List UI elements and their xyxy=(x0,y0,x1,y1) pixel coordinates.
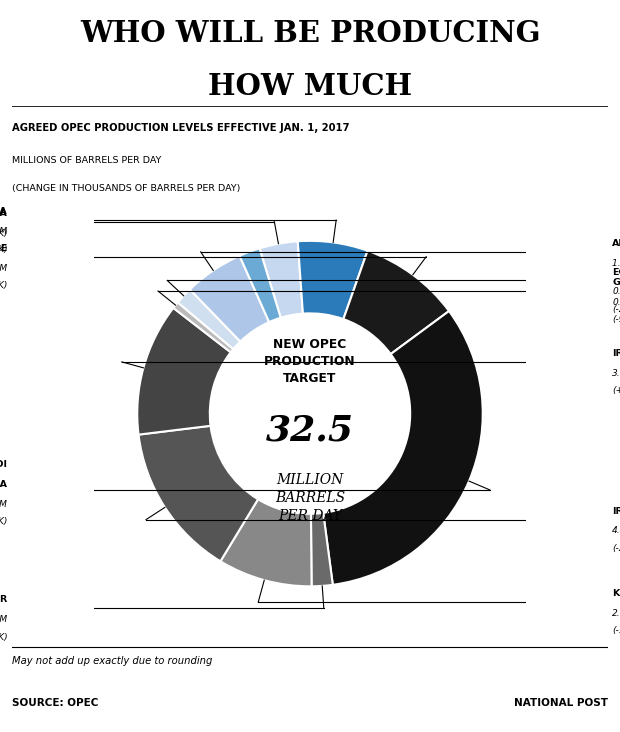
Wedge shape xyxy=(260,242,303,318)
Text: ECUADOR: ECUADOR xyxy=(613,267,620,277)
Text: 2.0M: 2.0M xyxy=(0,227,7,236)
Text: ALGERIA: ALGERIA xyxy=(0,209,7,217)
Text: 32.5: 32.5 xyxy=(266,414,354,448)
Text: 0.2M: 0.2M xyxy=(613,298,620,307)
Text: (-139K): (-139K) xyxy=(0,281,7,290)
Wedge shape xyxy=(298,241,368,319)
Text: HOW MUCH: HOW MUCH xyxy=(208,72,412,101)
Wedge shape xyxy=(323,311,483,585)
Text: SOURCE: OPEC: SOURCE: OPEC xyxy=(12,698,99,708)
Text: ANGOLA: ANGOLA xyxy=(613,239,620,248)
Text: IRAQ: IRAQ xyxy=(613,507,620,515)
Text: UAE: UAE xyxy=(0,244,7,253)
Wedge shape xyxy=(343,250,449,354)
Text: QATAR: QATAR xyxy=(0,595,7,605)
Text: (-131K): (-131K) xyxy=(613,627,620,635)
Text: MILLIONS OF BARRELS PER DAY: MILLIONS OF BARRELS PER DAY xyxy=(12,156,162,165)
Text: ARABIA: ARABIA xyxy=(0,480,7,489)
Wedge shape xyxy=(239,248,281,322)
Text: (-95K): (-95K) xyxy=(0,244,7,253)
Text: 1.7M (-80K): 1.7M (-80K) xyxy=(613,259,620,268)
Text: (-26K): (-26K) xyxy=(613,305,620,314)
Text: VENEZUELA: VENEZUELA xyxy=(0,207,7,216)
Text: 0.6M: 0.6M xyxy=(0,615,7,624)
Text: KUWAIT: KUWAIT xyxy=(613,589,620,598)
Text: GABON: GABON xyxy=(613,278,620,287)
Wedge shape xyxy=(190,256,269,342)
Text: 1.1M (-50K): 1.1M (-50K) xyxy=(0,228,7,238)
Text: 10.1M: 10.1M xyxy=(0,500,7,509)
Text: NATIONAL POST: NATIONAL POST xyxy=(513,698,608,708)
Text: WHO WILL BE PRODUCING: WHO WILL BE PRODUCING xyxy=(80,19,540,48)
Text: (+90K): (+90K) xyxy=(613,386,620,395)
Wedge shape xyxy=(178,289,241,349)
Wedge shape xyxy=(138,426,258,561)
Text: (-486K): (-486K) xyxy=(0,518,7,526)
Text: SAUDI: SAUDI xyxy=(0,460,7,469)
Text: 2.9M: 2.9M xyxy=(0,264,7,272)
Text: 4.4M: 4.4M xyxy=(613,526,620,536)
Text: 2.7M: 2.7M xyxy=(613,609,620,618)
Wedge shape xyxy=(137,308,231,435)
Text: 0.5M: 0.5M xyxy=(613,288,620,296)
Text: 3.8M: 3.8M xyxy=(613,369,620,378)
Text: (-210K): (-210K) xyxy=(613,544,620,553)
Text: NEW OPEC
PRODUCTION
TARGET: NEW OPEC PRODUCTION TARGET xyxy=(264,338,356,385)
Wedge shape xyxy=(174,302,233,352)
Wedge shape xyxy=(221,499,312,586)
Text: May not add up exactly due to rounding: May not add up exactly due to rounding xyxy=(12,656,213,666)
Text: (CHANGE IN THOUSANDS OF BARRELS PER DAY): (CHANGE IN THOUSANDS OF BARRELS PER DAY) xyxy=(12,184,241,193)
Wedge shape xyxy=(311,513,333,586)
Text: (-30K): (-30K) xyxy=(0,632,7,642)
Text: IRAN: IRAN xyxy=(613,349,620,358)
Text: AGREED OPEC PRODUCTION LEVELS EFFECTIVE JAN. 1, 2017: AGREED OPEC PRODUCTION LEVELS EFFECTIVE … xyxy=(12,123,350,133)
Text: MILLION
BARRELS
PER DAY: MILLION BARRELS PER DAY xyxy=(275,474,345,523)
Text: (-9K): (-9K) xyxy=(613,315,620,324)
